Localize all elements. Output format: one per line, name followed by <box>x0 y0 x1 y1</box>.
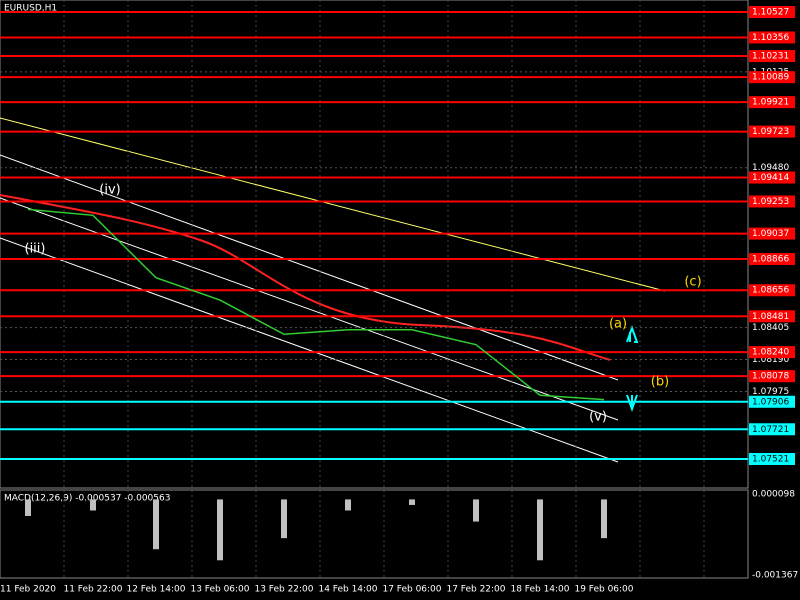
level-box <box>749 370 795 383</box>
level-box <box>749 96 795 109</box>
moving-average <box>0 194 611 361</box>
macd-bar <box>281 499 287 539</box>
x-tick-label: 17 Feb 06:00 <box>382 585 441 595</box>
level-label: 1.10356 <box>752 33 789 43</box>
level-box <box>749 50 795 63</box>
wave-label: (iv) <box>99 183 120 198</box>
macd-frame <box>0 489 749 579</box>
level-label: 1.09037 <box>752 229 789 239</box>
level-label: 1.09921 <box>752 98 789 108</box>
level-label: 1.08866 <box>752 255 789 265</box>
level-box <box>749 453 795 466</box>
macd-title: MACD(12,26,9) -0.000537 -0.000563 <box>4 494 170 504</box>
level-box <box>749 125 795 138</box>
x-tick-label: 17 Feb 22:00 <box>446 585 505 595</box>
wave-label: (v) <box>589 410 607 425</box>
level-label: 1.08481 <box>752 312 789 322</box>
level-label: 1.08078 <box>752 372 789 382</box>
y-tick-label: 1.08405 <box>752 323 789 333</box>
x-tick-label: 12 Feb 14:00 <box>126 585 185 595</box>
level-label: 1.10231 <box>752 52 789 62</box>
macd-bar <box>473 499 479 522</box>
price-line <box>27 208 605 401</box>
main-frame <box>0 0 749 489</box>
y-tick-label: 1.09480 <box>752 163 789 173</box>
level-box <box>749 6 795 19</box>
level-box <box>749 423 795 436</box>
level-box <box>749 71 795 84</box>
macd-bar <box>537 499 543 561</box>
trend-line <box>0 117 666 292</box>
y2-tick-label: -0.001367 <box>752 571 798 581</box>
level-label: 1.07521 <box>752 455 789 465</box>
x-tick-label: 11 Feb 22:00 <box>63 585 122 595</box>
level-label: 1.10089 <box>752 73 789 83</box>
macd-bar <box>409 499 415 505</box>
wave-label: (c) <box>684 275 701 290</box>
level-box <box>749 284 795 297</box>
y2-tick-label: 0.000098 <box>752 489 795 499</box>
level-box <box>749 346 795 359</box>
macd-bar <box>345 499 351 511</box>
level-box <box>749 253 795 266</box>
macd-bar <box>25 499 31 517</box>
channel-line <box>0 197 619 421</box>
x-tick-label: 13 Feb 06:00 <box>190 585 249 595</box>
level-box <box>749 31 795 44</box>
level-box <box>749 227 795 240</box>
level-label: 1.09414 <box>752 173 789 183</box>
y-tick-label: 1.07975 <box>752 387 789 397</box>
channel-line <box>0 154 619 381</box>
x-tick-label: 13 Feb 22:00 <box>254 585 313 595</box>
level-box <box>749 310 795 323</box>
macd-bar <box>90 499 96 511</box>
channel-line <box>0 237 619 463</box>
level-label: 1.07721 <box>752 425 789 435</box>
level-box <box>749 395 795 408</box>
wave-label: (b) <box>651 375 669 390</box>
level-label: 1.08240 <box>752 348 789 358</box>
level-label: 1.09253 <box>752 197 789 207</box>
x-tick-label: 19 Feb 06:00 <box>574 585 633 595</box>
y-tick-label: 1.08190 <box>752 355 789 365</box>
up-arrow <box>626 325 639 343</box>
wave-label: (iii) <box>25 242 46 257</box>
chart-title: EURUSD,H1 <box>4 4 57 14</box>
level-box <box>749 195 795 208</box>
level-label: 1.08656 <box>752 286 789 296</box>
wave-label: (a) <box>609 317 627 332</box>
macd-bar <box>601 499 607 539</box>
level-label: 1.10527 <box>752 8 789 18</box>
level-label: 1.07906 <box>752 397 789 407</box>
macd-bar <box>217 499 223 561</box>
x-tick-label: 18 Feb 14:00 <box>510 585 569 595</box>
level-label: 1.09723 <box>752 127 789 137</box>
level-box <box>749 171 795 184</box>
x-tick-label: 11 Feb 2020 <box>0 585 56 595</box>
x-tick-label: 14 Feb 14:00 <box>318 585 377 595</box>
macd-bar <box>153 499 159 550</box>
